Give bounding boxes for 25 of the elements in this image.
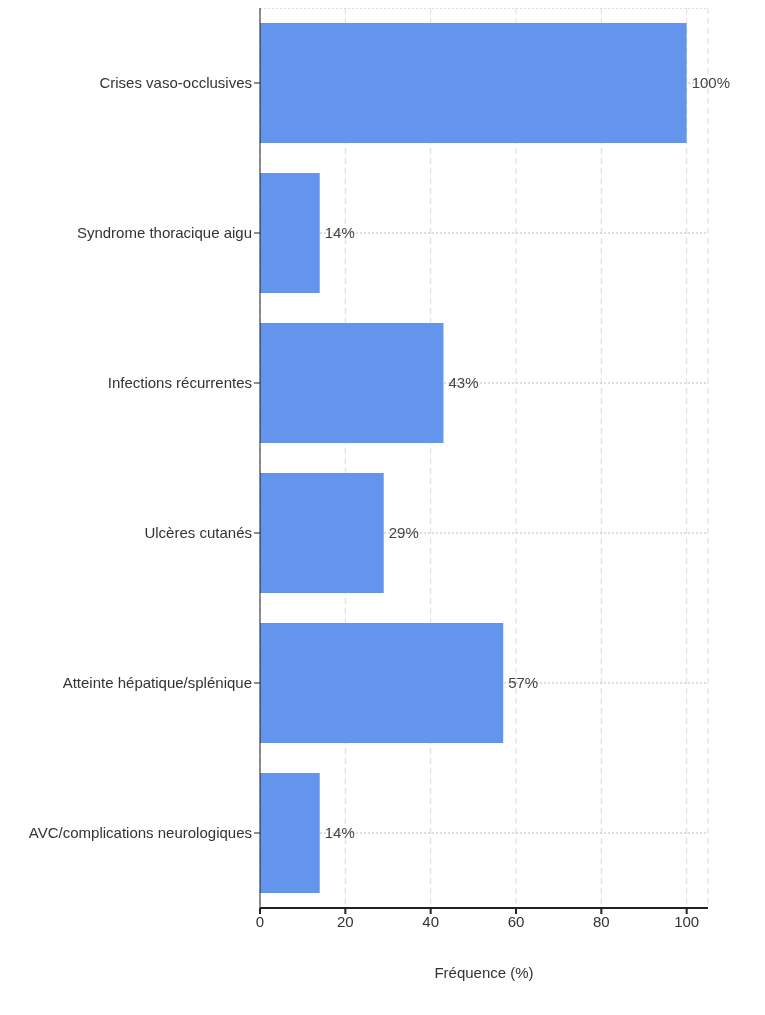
y-tick-label: Atteinte hépatique/splénique xyxy=(62,674,252,692)
data-label: 43% xyxy=(448,374,479,392)
bar xyxy=(260,623,504,743)
x-tick-label: 80 xyxy=(592,912,610,930)
y-tick-label: Infections récurrentes xyxy=(107,374,252,392)
x-tick-label: 0 xyxy=(255,912,265,930)
y-tick-label: Syndrome thoracique aigu xyxy=(76,224,252,242)
data-label: 57% xyxy=(508,674,539,692)
data-label: 29% xyxy=(388,524,419,542)
x-tick-label: 60 xyxy=(507,912,525,930)
x-axis-title: Fréquence (%) xyxy=(434,964,534,981)
bar xyxy=(260,173,320,293)
bar xyxy=(260,773,320,893)
bar xyxy=(260,23,687,143)
y-tick-label: Crises vaso-occlusives xyxy=(99,74,252,92)
data-label: 14% xyxy=(324,824,355,842)
y-tick-label: Ulcères cutanés xyxy=(144,524,252,542)
bar xyxy=(260,473,384,593)
bar xyxy=(260,323,444,443)
x-tick-label: 100 xyxy=(674,912,700,930)
y-tick-label: AVC/complications neurologiques xyxy=(28,824,252,842)
x-tick-label: 40 xyxy=(422,912,440,930)
data-label: 100% xyxy=(691,74,731,92)
data-label: 14% xyxy=(324,224,355,242)
x-tick-label: 20 xyxy=(336,912,354,930)
